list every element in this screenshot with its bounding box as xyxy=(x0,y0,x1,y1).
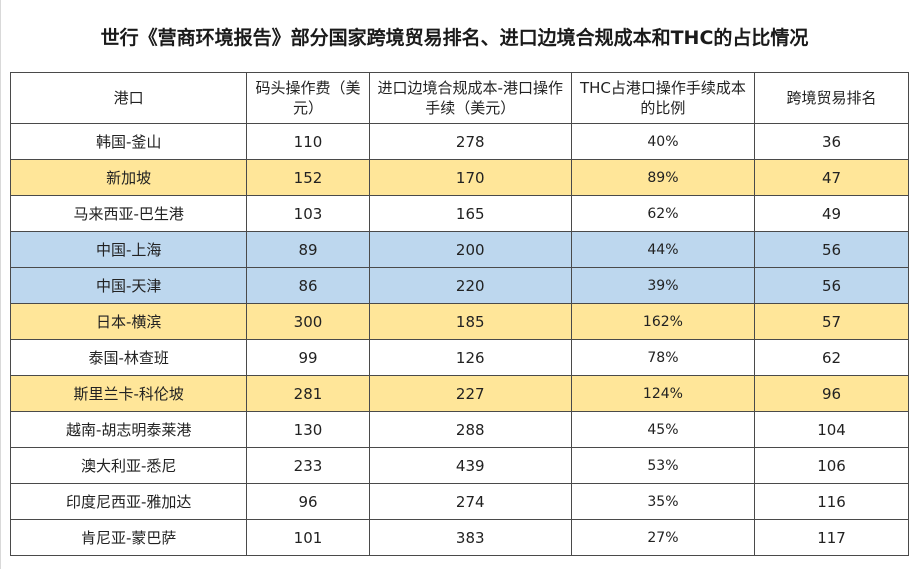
cell-thc: 86 xyxy=(246,267,370,304)
cell-thc-ratio: 35% xyxy=(570,483,756,520)
cell-compliance-cost: 278 xyxy=(368,123,572,160)
cell-rank: 116 xyxy=(754,483,909,520)
table-row: 越南-胡志明泰莱港 130 288 45% 104 xyxy=(9,411,909,448)
cell-rank: 57 xyxy=(754,303,909,340)
cell-compliance-cost: 227 xyxy=(368,375,572,412)
table-row: 澳大利亚-悉尼 233 439 53% 106 xyxy=(9,447,909,484)
trade-ranking-table: 港口 码头操作费（美元） 进口边境合规成本-港口操作手续（美元） THC占港口操… xyxy=(9,72,909,556)
cell-rank: 49 xyxy=(754,195,909,232)
header-port: 港口 xyxy=(9,72,248,124)
cell-thc: 130 xyxy=(246,411,370,448)
cell-rank: 96 xyxy=(754,375,909,412)
cell-port: 斯里兰卡-科伦坡 xyxy=(9,375,248,412)
table-row: 马来西亚-巴生港 103 165 62% 49 xyxy=(9,195,909,232)
table-row: 日本-横滨 300 185 162% 57 xyxy=(9,303,909,340)
cell-thc: 300 xyxy=(246,303,370,340)
table-row: 泰国-林查班 99 126 78% 62 xyxy=(9,339,909,376)
cell-thc-ratio: 89% xyxy=(570,159,756,196)
cell-port: 泰国-林查班 xyxy=(9,339,248,376)
cell-compliance-cost: 220 xyxy=(368,267,572,304)
cell-thc-ratio: 27% xyxy=(570,519,756,556)
cell-thc: 281 xyxy=(246,375,370,412)
cell-port: 马来西亚-巴生港 xyxy=(9,195,248,232)
table-row: 中国-上海 89 200 44% 56 xyxy=(9,231,909,268)
cell-rank: 106 xyxy=(754,447,909,484)
report-title: 世行《营商环境报告》部分国家跨境贸易排名、进口边境合规成本和THC的占比情况 xyxy=(100,27,809,49)
cell-port: 澳大利亚-悉尼 xyxy=(9,447,248,484)
table-header-row: 港口 码头操作费（美元） 进口边境合规成本-港口操作手续（美元） THC占港口操… xyxy=(9,72,909,124)
header-rank: 跨境贸易排名 xyxy=(754,72,909,124)
table-row: 韩国-釜山 110 278 40% 36 xyxy=(9,123,909,160)
table-body: 韩国-釜山 110 278 40% 36 新加坡 152 170 89% 47 … xyxy=(9,123,909,556)
cell-thc-ratio: 162% xyxy=(570,303,756,340)
table-row: 肯尼亚-蒙巴萨 101 383 27% 117 xyxy=(9,519,909,556)
cell-thc-ratio: 78% xyxy=(570,339,756,376)
cell-compliance-cost: 288 xyxy=(368,411,572,448)
cell-compliance-cost: 200 xyxy=(368,231,572,268)
cell-port: 印度尼西亚-雅加达 xyxy=(9,483,248,520)
table-row: 斯里兰卡-科伦坡 281 227 124% 96 xyxy=(9,375,909,412)
cell-thc: 110 xyxy=(246,123,370,160)
cell-port: 韩国-釜山 xyxy=(9,123,248,160)
cell-compliance-cost: 165 xyxy=(368,195,572,232)
cell-compliance-cost: 185 xyxy=(368,303,572,340)
cell-thc-ratio: 39% xyxy=(570,267,756,304)
cell-thc: 152 xyxy=(246,159,370,196)
table-row: 新加坡 152 170 89% 47 xyxy=(9,159,909,196)
cell-thc-ratio: 124% xyxy=(570,375,756,412)
cell-thc: 101 xyxy=(246,519,370,556)
cell-thc-ratio: 45% xyxy=(570,411,756,448)
cell-rank: 117 xyxy=(754,519,909,556)
cell-thc-ratio: 62% xyxy=(570,195,756,232)
cell-port: 日本-横滨 xyxy=(9,303,248,340)
cell-port: 越南-胡志明泰莱港 xyxy=(9,411,248,448)
cell-compliance-cost: 439 xyxy=(368,447,572,484)
cell-compliance-cost: 383 xyxy=(368,519,572,556)
cell-port: 中国-上海 xyxy=(9,231,248,268)
cell-port: 肯尼亚-蒙巴萨 xyxy=(9,519,248,556)
header-thc: 码头操作费（美元） xyxy=(246,72,370,124)
cell-rank: 36 xyxy=(754,123,909,160)
header-compliance-cost: 进口边境合规成本-港口操作手续（美元） xyxy=(368,72,572,124)
cell-port: 中国-天津 xyxy=(9,267,248,304)
cell-thc-ratio: 40% xyxy=(570,123,756,160)
cell-compliance-cost: 126 xyxy=(368,339,572,376)
table-row: 印度尼西亚-雅加达 96 274 35% 116 xyxy=(9,483,909,520)
header-thc-ratio: THC占港口操作手续成本的比例 xyxy=(570,72,756,124)
cell-thc: 99 xyxy=(246,339,370,376)
cell-rank: 56 xyxy=(754,267,909,304)
cell-rank: 62 xyxy=(754,339,909,376)
cell-rank: 47 xyxy=(754,159,909,196)
cell-compliance-cost: 170 xyxy=(368,159,572,196)
cell-thc: 233 xyxy=(246,447,370,484)
cell-thc-ratio: 53% xyxy=(570,447,756,484)
cell-rank: 56 xyxy=(754,231,909,268)
cell-compliance-cost: 274 xyxy=(368,483,572,520)
cell-rank: 104 xyxy=(754,411,909,448)
sheet-gridline xyxy=(0,0,1,569)
cell-thc: 89 xyxy=(246,231,370,268)
table-row: 中国-天津 86 220 39% 56 xyxy=(9,267,909,304)
cell-thc: 96 xyxy=(246,483,370,520)
cell-thc: 103 xyxy=(246,195,370,232)
cell-port: 新加坡 xyxy=(9,159,248,196)
cell-thc-ratio: 44% xyxy=(570,231,756,268)
